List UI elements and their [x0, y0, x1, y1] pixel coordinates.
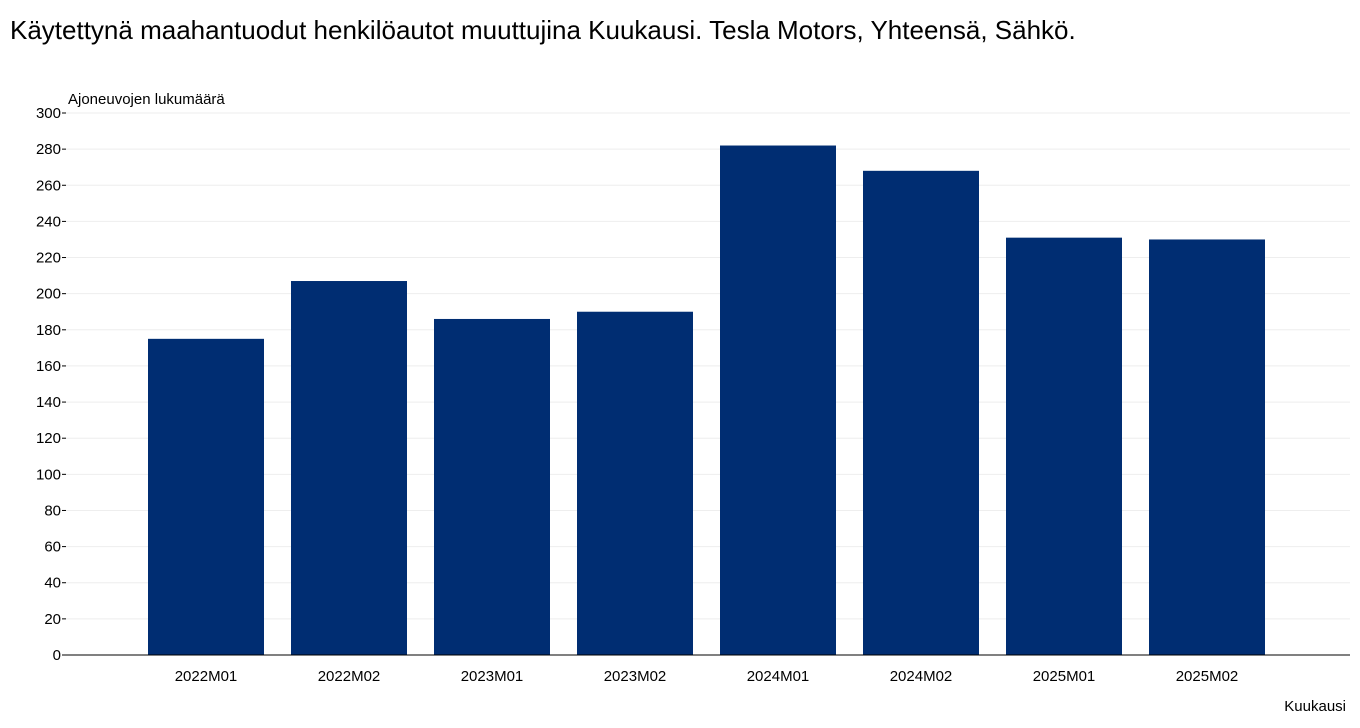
bar-2025M01 — [1006, 237, 1122, 655]
x-tick-label: 2023M02 — [604, 668, 667, 685]
x-tick-label: 2025M01 — [1033, 668, 1096, 685]
x-tick-label: 2024M02 — [890, 668, 953, 685]
chart-title: Käytettynä maahantuodut henkilöautot muu… — [10, 15, 1076, 45]
y-tick-label: 300 — [36, 105, 61, 122]
y-tick-label: 280 — [36, 141, 61, 158]
x-tick-labels: 2022M01 2022M02 2023M01 2023M02 2024M01 2024M… — [175, 668, 1239, 685]
y-tick-label: 80 — [44, 502, 61, 519]
y-tick-label: 220 — [36, 250, 61, 267]
x-tick-label: 2025M02 — [1176, 668, 1239, 685]
y-tick-label: 100 — [36, 466, 61, 483]
x-axis-label: Kuukausi — [1284, 698, 1346, 715]
bars — [148, 145, 1265, 655]
y-tick-label: 200 — [36, 286, 61, 303]
y-tick-label: 0 — [53, 647, 61, 664]
y-tick-label: 40 — [44, 575, 61, 592]
bar-2023M01 — [434, 318, 550, 655]
y-tick-label: 60 — [44, 539, 61, 556]
bar-2022M02 — [291, 281, 407, 655]
bar-2025M02 — [1149, 239, 1265, 655]
bar-2022M01 — [148, 338, 264, 655]
x-tick-label: 2022M01 — [175, 668, 238, 685]
y-tick-label: 120 — [36, 430, 61, 447]
bar-2023M02 — [577, 311, 693, 655]
bar-2024M01 — [720, 145, 836, 655]
gridlines — [62, 112, 1350, 656]
y-tick-labels: 0 20 40 60 80 100 120 140 160 180 200 220 240 260 280 3… — [36, 105, 61, 664]
x-tick-label: 2023M01 — [461, 668, 524, 685]
y-tick-label: 180 — [36, 322, 61, 339]
y-tick-label: 160 — [36, 358, 61, 375]
y-tick-label: 260 — [36, 177, 61, 194]
bar-2024M02 — [863, 170, 979, 655]
y-tick-label: 240 — [36, 213, 61, 230]
y-axis-label: Ajoneuvojen lukumäärä — [68, 91, 225, 108]
x-tick-label: 2022M02 — [318, 668, 381, 685]
y-tick-label: 140 — [36, 394, 61, 411]
x-tick-label: 2024M01 — [747, 668, 810, 685]
y-tick-label: 20 — [44, 611, 61, 628]
